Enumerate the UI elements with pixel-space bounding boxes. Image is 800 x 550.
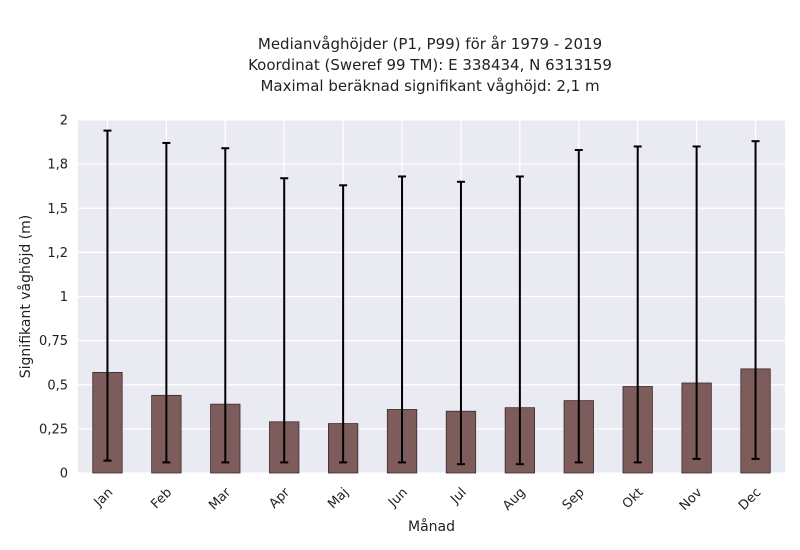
- error-bar-mar: [221, 147, 230, 464]
- y-tick-label-0: 0: [60, 467, 68, 482]
- y-tick-label-5: 1,2: [47, 246, 68, 261]
- x-tick-label-mar: Mar: [206, 485, 234, 513]
- y-tick-label-8: 2: [60, 114, 68, 129]
- error-bar-nov: [692, 145, 701, 460]
- y-tick-label-4: 1: [60, 290, 68, 305]
- y-axis-ticks: 0 0,25 0,5 0,75 1 1,2 1,5 1,8 2: [39, 114, 68, 482]
- x-tick-label-okt: Okt: [620, 485, 647, 512]
- error-bar-dec: [751, 140, 760, 460]
- error-bar-apr: [280, 177, 289, 464]
- x-tick-label-aug: Aug: [500, 485, 529, 514]
- y-tick-label-3: 0,75: [39, 334, 68, 349]
- x-tick-label-jul: Jul: [447, 485, 469, 507]
- x-tick-label-feb: Feb: [148, 485, 175, 512]
- x-tick-label-apr: Apr: [267, 485, 294, 512]
- x-tick-label-sep: Sep: [560, 485, 588, 513]
- chart-title: Medianvåghöjder (P1, P99) för år 1979 - …: [0, 34, 800, 97]
- error-bars: [103, 129, 760, 466]
- y-axis-label: Signifikant våghöjd (m): [17, 215, 34, 378]
- error-bar-okt: [633, 145, 642, 464]
- x-axis-label: Månad: [408, 518, 455, 535]
- error-bar-feb: [162, 141, 171, 464]
- x-tick-label-maj: Maj: [325, 485, 352, 512]
- chart-title-line-1: Medianvåghöjder (P1, P99) för år 1979 - …: [257, 35, 603, 53]
- error-bar-jul: [456, 180, 465, 466]
- y-tick-label-6: 1,5: [47, 202, 68, 217]
- y-tick-label-2: 0,5: [47, 378, 68, 393]
- chart-title-line-3: Maximal beräknad signifikant våghöjd: 2,…: [260, 77, 600, 95]
- error-bar-jun: [398, 175, 407, 464]
- error-bar-aug: [515, 175, 524, 466]
- x-tick-label-dec: Dec: [736, 485, 764, 513]
- x-tick-label-jan: Jan: [91, 485, 116, 510]
- y-tick-label-1: 0,25: [39, 422, 68, 437]
- chart-title-line-2: Koordinat (Sweref 99 TM): E 338434, N 63…: [248, 56, 612, 74]
- error-bar-jan: [103, 129, 112, 462]
- x-tick-label-nov: Nov: [677, 485, 706, 514]
- x-axis-ticks: Jan Feb Mar Apr Maj Jun Jul Aug Sep Okt Nov Dec: [91, 485, 765, 514]
- error-bar-sep: [574, 149, 583, 464]
- x-tick-label-jun: Jun: [385, 485, 411, 511]
- y-tick-label-7: 1,8: [47, 158, 68, 173]
- error-bar-maj: [339, 184, 348, 464]
